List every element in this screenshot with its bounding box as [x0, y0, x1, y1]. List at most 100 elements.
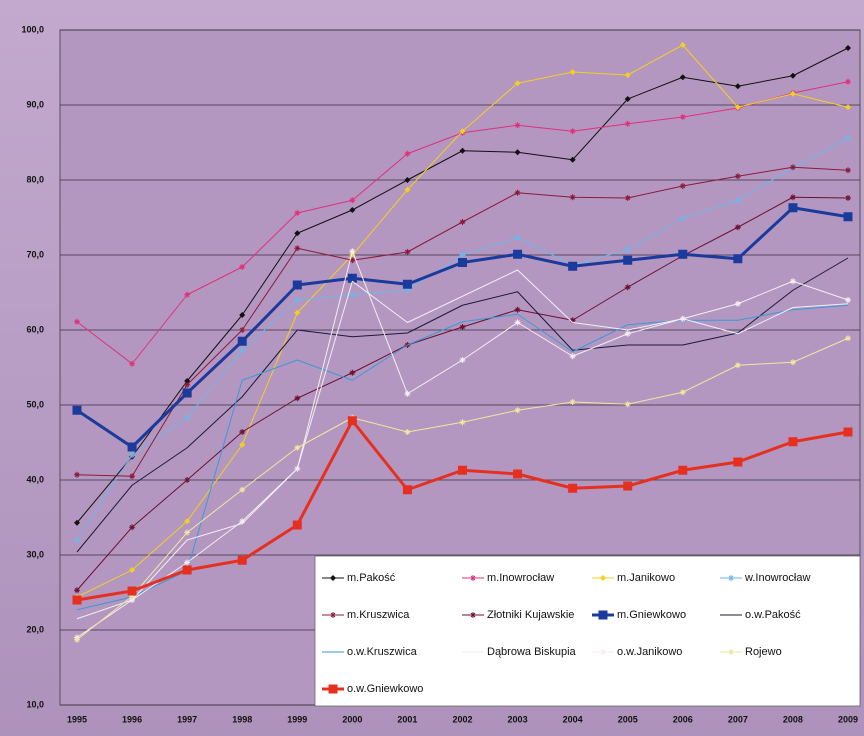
data-point: [402, 485, 412, 495]
data-point: [514, 80, 521, 87]
data-point: [184, 477, 191, 483]
data-point: [624, 246, 631, 253]
data-point: [733, 457, 743, 467]
data-point: [294, 230, 301, 237]
series: [72, 203, 853, 452]
data-point: [74, 587, 80, 594]
data-point: [845, 167, 851, 174]
data-point: [239, 264, 246, 270]
data-point: [514, 234, 521, 241]
data-point: [569, 69, 576, 75]
data-point: [568, 261, 578, 271]
data-point: [184, 559, 191, 566]
series: [72, 416, 853, 605]
data-point: [789, 90, 796, 97]
data-point: [404, 186, 411, 193]
data-point: [514, 189, 521, 196]
data-point: [292, 280, 302, 290]
data-point: [237, 555, 247, 565]
data-point: [239, 327, 246, 333]
data-point: [349, 257, 356, 264]
data-point: [789, 278, 796, 285]
data-point: [72, 405, 82, 415]
legend-label: w.Inowrocław: [744, 572, 810, 584]
x-tick-label: 2008: [783, 714, 803, 724]
data-point: [623, 481, 633, 491]
data-point: [789, 72, 796, 79]
y-tick-label: 60,0: [26, 324, 44, 334]
data-point: [845, 135, 851, 141]
data-point: [623, 255, 633, 265]
y-tick-label: 10,0: [26, 699, 44, 709]
data-point: [239, 441, 246, 448]
data-point: [843, 212, 853, 222]
data-point: [569, 399, 576, 405]
data-point: [404, 249, 411, 255]
y-tick-label: 20,0: [26, 624, 44, 634]
data-point: [182, 388, 192, 398]
legend-label: m.Janikowo: [617, 572, 675, 584]
series-line: [76, 304, 849, 611]
data-point: [404, 150, 411, 157]
data-point: [294, 465, 301, 472]
data-point: [459, 324, 466, 330]
legend-marker: [328, 684, 338, 694]
data-point: [734, 83, 741, 90]
data-point: [347, 416, 357, 426]
legend-marker: [598, 610, 608, 620]
data-point: [843, 427, 853, 437]
data-point: [734, 197, 741, 204]
legend-label: m.Inowrocław: [487, 572, 554, 584]
data-point: [845, 78, 851, 85]
x-tick-label: 1998: [232, 714, 252, 724]
y-tick-label: 100,0: [21, 24, 44, 34]
legend-marker: [470, 612, 476, 618]
x-tick-label: 2001: [397, 714, 417, 724]
series-line: [76, 269, 849, 620]
data-point: [127, 586, 137, 596]
data-point: [294, 297, 301, 303]
data-point: [624, 330, 631, 337]
data-point: [349, 197, 356, 204]
data-point: [459, 252, 466, 258]
data-point: [789, 194, 796, 201]
series: [74, 45, 851, 526]
data-point: [129, 597, 136, 603]
data-point: [182, 565, 192, 575]
data-point: [294, 395, 301, 402]
legend-label: o.w.Janikowo: [617, 646, 682, 658]
data-point: [513, 249, 523, 259]
data-point: [294, 444, 301, 451]
data-point: [624, 401, 631, 408]
data-point: [569, 353, 576, 360]
legend-label: Złotniki Kujawskie: [487, 609, 574, 621]
data-point: [349, 207, 356, 213]
data-point: [734, 173, 741, 180]
series: [74, 335, 851, 643]
x-tick-label: 2006: [673, 714, 693, 724]
legend-label: Rojewo: [745, 646, 782, 658]
data-point: [184, 378, 191, 384]
data-point: [129, 567, 136, 573]
x-tick-label: 1997: [177, 714, 197, 724]
legend-marker: [470, 575, 476, 581]
series: [74, 42, 851, 600]
data-point: [129, 524, 136, 531]
data-point: [404, 429, 411, 435]
data-point: [678, 465, 688, 475]
data-point: [459, 357, 466, 363]
data-point: [184, 518, 191, 525]
data-point: [459, 419, 466, 426]
legend-marker: [600, 649, 606, 655]
data-point: [294, 210, 301, 216]
legend-label: m.Pakość: [347, 572, 396, 584]
data-point: [514, 319, 521, 326]
data-point: [459, 128, 466, 135]
legend-label: o.w.Pakość: [745, 609, 801, 621]
data-point: [404, 390, 411, 397]
data-point: [184, 414, 191, 421]
data-point: [402, 279, 412, 289]
x-tick-label: 1999: [287, 714, 307, 724]
data-point: [679, 183, 686, 189]
legend-marker: [728, 649, 734, 655]
